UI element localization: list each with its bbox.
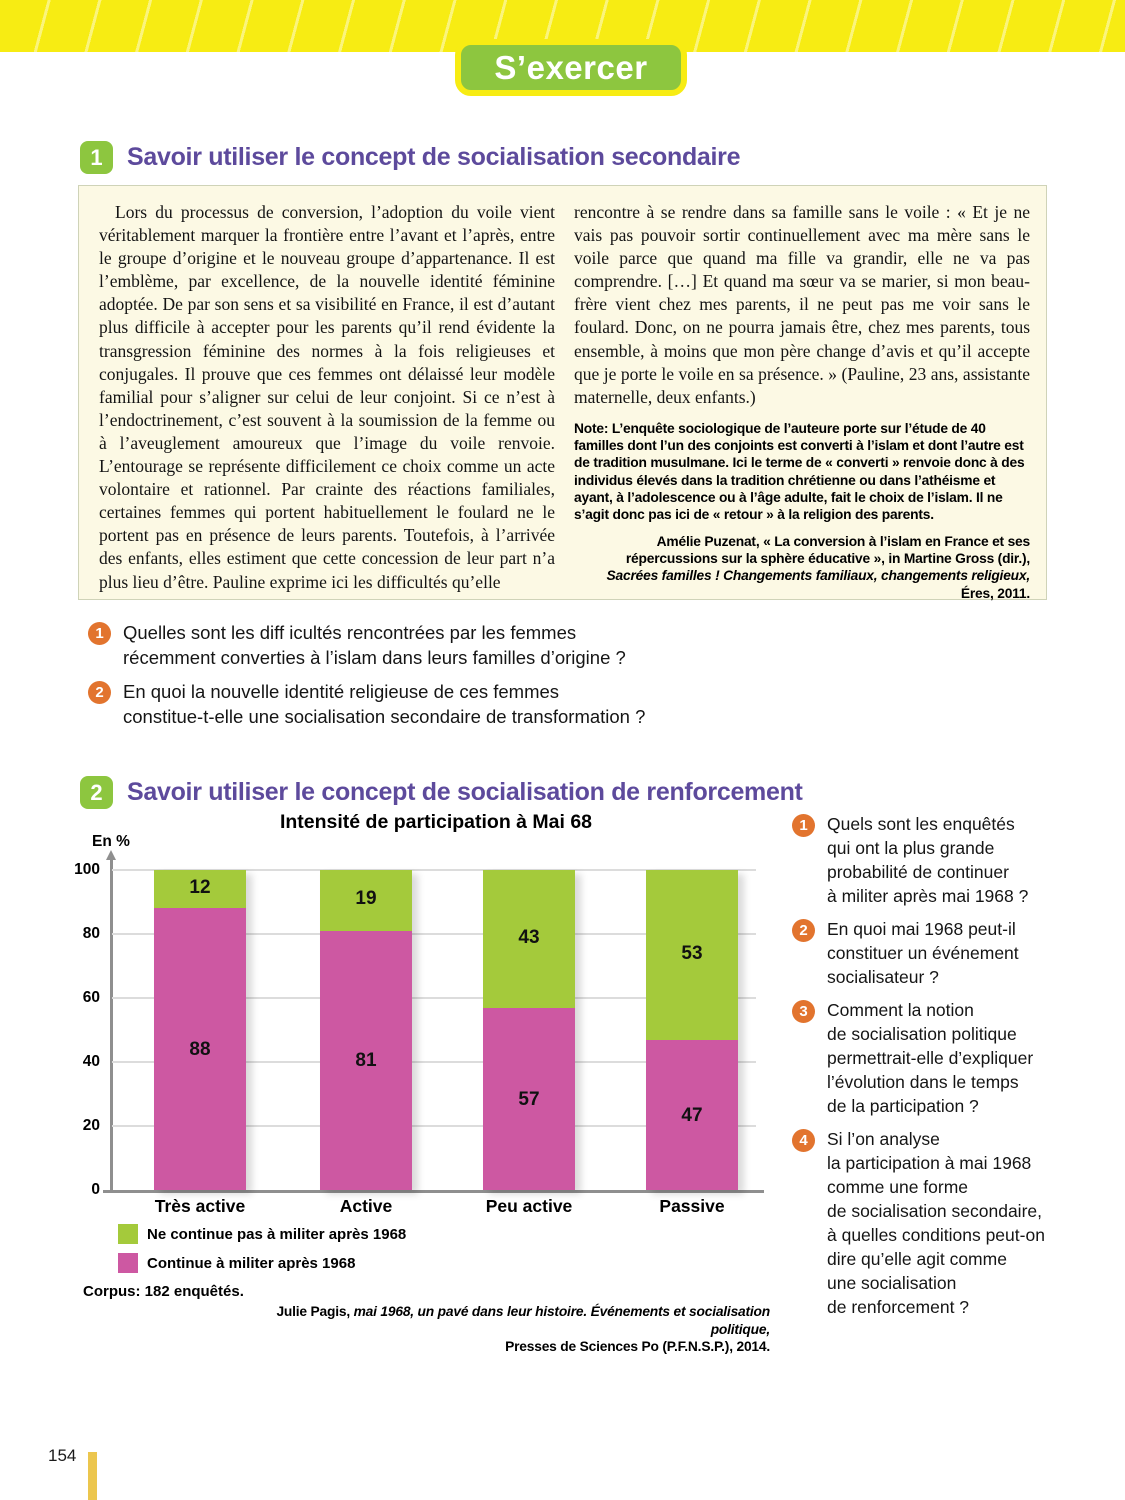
- y-tick-label: 20: [82, 1117, 100, 1134]
- gridline: [112, 933, 756, 935]
- chart-corpus-note: Corpus: 182 enquêtés.: [83, 1283, 244, 1300]
- bar-value-label: 47: [681, 1104, 703, 1126]
- chart-source-title: mai 1968, un pavé dans leur histoire. Év…: [353, 1304, 771, 1337]
- y-axis-line: [110, 855, 113, 1192]
- exercise1-questions: 1 Quelles sont les diff icultés rencontr…: [88, 620, 728, 738]
- question-number-badge: 3: [792, 1000, 815, 1023]
- exercise1-number-badge: 1: [80, 141, 113, 174]
- gridline: [112, 997, 756, 999]
- legend-swatch-green: [118, 1224, 138, 1244]
- bar-segment-green: [483, 870, 575, 1008]
- stacked-bar-chart: 12 88 19 81 43 57 53 47: [112, 869, 760, 1190]
- x-axis-line: [103, 1190, 764, 1193]
- gridline: [112, 1125, 756, 1127]
- legend-row: Continue à militer après 1968: [118, 1253, 406, 1273]
- bar-value-label: 19: [355, 888, 377, 910]
- document-source-title: Sacrées familles ! Changements familiaux…: [606, 568, 1031, 584]
- document-source: Amélie Puzenat, « La conversion à l’isla…: [574, 533, 1031, 602]
- category-label: Passive: [659, 1196, 725, 1216]
- bar-segment-pink: [320, 930, 412, 1190]
- bar-value-label: 88: [189, 1039, 211, 1061]
- question-row: 1 Quels sont les enquêtés qui ont la plu…: [792, 812, 1122, 908]
- page-number: 154: [48, 1446, 77, 1465]
- bar-value-label: 81: [355, 1050, 377, 1072]
- document-column-left: Lors du processus de conversion, l’adopt…: [99, 202, 555, 592]
- document-box: Lors du processus de conversion, l’adopt…: [78, 185, 1047, 602]
- section-banner-label: S’exercer: [494, 48, 648, 86]
- question-text: Quels sont les enquêtés qui ont la plus …: [827, 814, 1029, 906]
- section-banner: S’exercer: [455, 39, 687, 96]
- y-tick-label: 40: [82, 1053, 100, 1070]
- category-label: Très active: [154, 1196, 246, 1216]
- y-tick-label: 80: [82, 925, 100, 942]
- bar-value-label: 43: [518, 926, 540, 948]
- y-tick-label: 60: [82, 989, 100, 1006]
- bar-segment-green: [646, 870, 738, 1040]
- question-number-badge: 1: [792, 814, 815, 837]
- bar-value-label: 53: [681, 942, 703, 964]
- exercise1-header: 1 Savoir utiliser le concept de socialis…: [80, 141, 741, 174]
- question-text: En quoi mai 1968 peut-il constituer un é…: [827, 919, 1019, 987]
- chart-source-publisher: Presses de Sciences Po (P.F.N.S.P.), 201…: [505, 1339, 770, 1354]
- y-tick-label: 0: [91, 1181, 100, 1198]
- bar-segment-green: [154, 870, 246, 909]
- document-source-suffix: Éres, 2011.: [960, 585, 1030, 601]
- category-label: Active: [339, 1196, 393, 1216]
- gridline: [112, 1061, 756, 1063]
- stacked-bar-Très active: 12 88: [154, 870, 246, 1190]
- decorative-striped-band: [0, 0, 1125, 52]
- chart-legend: Ne continue pas à militer après 1968 Con…: [118, 1224, 406, 1282]
- legend-swatch-pink: [118, 1253, 138, 1273]
- legend-row: Ne continue pas à militer après 1968: [118, 1224, 406, 1244]
- exercise2-questions: 1 Quels sont les enquêtés qui ont la plu…: [792, 812, 1122, 1328]
- stacked-bar-Passive: 53 47: [646, 870, 738, 1190]
- question-text: En quoi la nouvelle identité religieuse …: [123, 681, 646, 727]
- question-text: Comment la notion de socialisation polit…: [827, 1000, 1034, 1116]
- stacked-bar-Active: 19 81: [320, 870, 412, 1190]
- bar-value-label: 12: [189, 877, 211, 899]
- chart-source: Julie Pagis, mai 1968, un pavé dans leur…: [270, 1303, 770, 1356]
- bar-segment-pink: [646, 1039, 738, 1190]
- gridline: [112, 869, 756, 871]
- exercise2-title: Savoir utiliser le concept de socialisat…: [127, 778, 803, 806]
- document-note: Note: L’enquête sociologique de l’auteur…: [574, 420, 1025, 523]
- stacked-bar-Peu active: 43 57: [483, 870, 575, 1190]
- legend-label: Continue à militer après 1968: [147, 1254, 356, 1272]
- question-row: 2 En quoi la nouvelle identité religieus…: [88, 679, 728, 729]
- question-row: 1 Quelles sont les diff icultés rencontr…: [88, 620, 728, 670]
- question-number-badge: 2: [792, 919, 815, 942]
- document-column-right: rencontre à se rendre dans sa famille sa…: [574, 201, 1031, 602]
- question-number-badge: 1: [88, 622, 111, 645]
- exercise2-header: 2 Savoir utiliser le concept de socialis…: [80, 776, 803, 809]
- bar-segment-green: [320, 870, 412, 931]
- chart-source-author: Julie Pagis,: [276, 1304, 354, 1319]
- bar-segment-pink: [154, 908, 246, 1190]
- y-tick-label: 100: [74, 861, 100, 878]
- legend-label: Ne continue pas à militer après 1968: [147, 1225, 407, 1243]
- document-quote: rencontre à se rendre dans sa famille sa…: [574, 202, 1030, 407]
- question-row: 2 En quoi mai 1968 peut-il constituer un…: [792, 917, 1122, 989]
- bar-segment-pink: [483, 1007, 575, 1190]
- exercise2-number-badge: 2: [80, 776, 113, 809]
- question-number-badge: 2: [88, 681, 111, 704]
- question-text: Quelles sont les diff icultés rencontrée…: [123, 622, 626, 668]
- exercise1-title: Savoir utiliser le concept de socialisat…: [127, 143, 741, 171]
- question-row: 4 Si l’on analyse la participation à mai…: [792, 1127, 1122, 1319]
- y-axis-unit-label: En %: [92, 833, 130, 850]
- document-source-prefix: Amélie Puzenat, « La conversion à l’isla…: [625, 533, 1030, 566]
- question-text: Si l’on analyse la participation à mai 1…: [827, 1129, 1045, 1317]
- question-row: 3 Comment la notion de socialisation pol…: [792, 998, 1122, 1118]
- question-number-badge: 4: [792, 1129, 815, 1152]
- category-label: Peu active: [485, 1196, 573, 1216]
- chart-title: Intensité de participation à Mai 68: [279, 811, 593, 833]
- page-number-gold-bar: [88, 1452, 97, 1500]
- bar-value-label: 57: [518, 1088, 540, 1110]
